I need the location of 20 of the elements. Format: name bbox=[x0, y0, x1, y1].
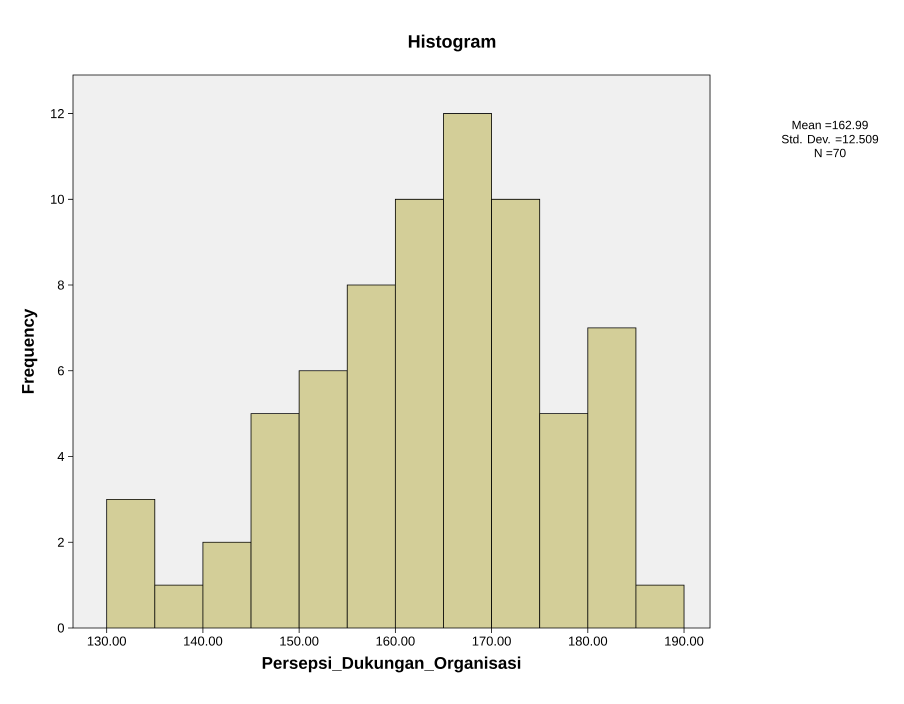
text: Std. Dev. =12.509 bbox=[782, 134, 878, 144]
x-tick-label: 140.00 bbox=[184, 636, 222, 646]
text: Mean =162.99 bbox=[792, 120, 868, 130]
x-tick-label: 170.00 bbox=[472, 636, 511, 646]
chart-title: Histogram bbox=[408, 34, 496, 52]
y-tick-label: 12 bbox=[51, 109, 64, 118]
text: N =70 bbox=[814, 148, 846, 158]
x-tick-label: 190.00 bbox=[665, 636, 704, 646]
x-tick-label: 130.00 bbox=[88, 636, 126, 646]
y-tick-label: 0 bbox=[58, 623, 64, 633]
x-axis-title: Persepsi_Dukungan_Organisasi bbox=[262, 656, 520, 672]
y-axis-title: Frequency bbox=[22, 308, 38, 394]
x-tick-label: 180.00 bbox=[568, 636, 608, 646]
y-tick-label: 6 bbox=[58, 366, 64, 376]
y-tick-label: 2 bbox=[58, 538, 64, 547]
y-tick-label: 8 bbox=[58, 280, 64, 290]
y-tick-label: 4 bbox=[58, 452, 64, 461]
y-tick-label: 10 bbox=[51, 194, 64, 204]
x-tick-label: 150.00 bbox=[280, 636, 318, 646]
x-tick-label: 160.00 bbox=[376, 636, 415, 646]
